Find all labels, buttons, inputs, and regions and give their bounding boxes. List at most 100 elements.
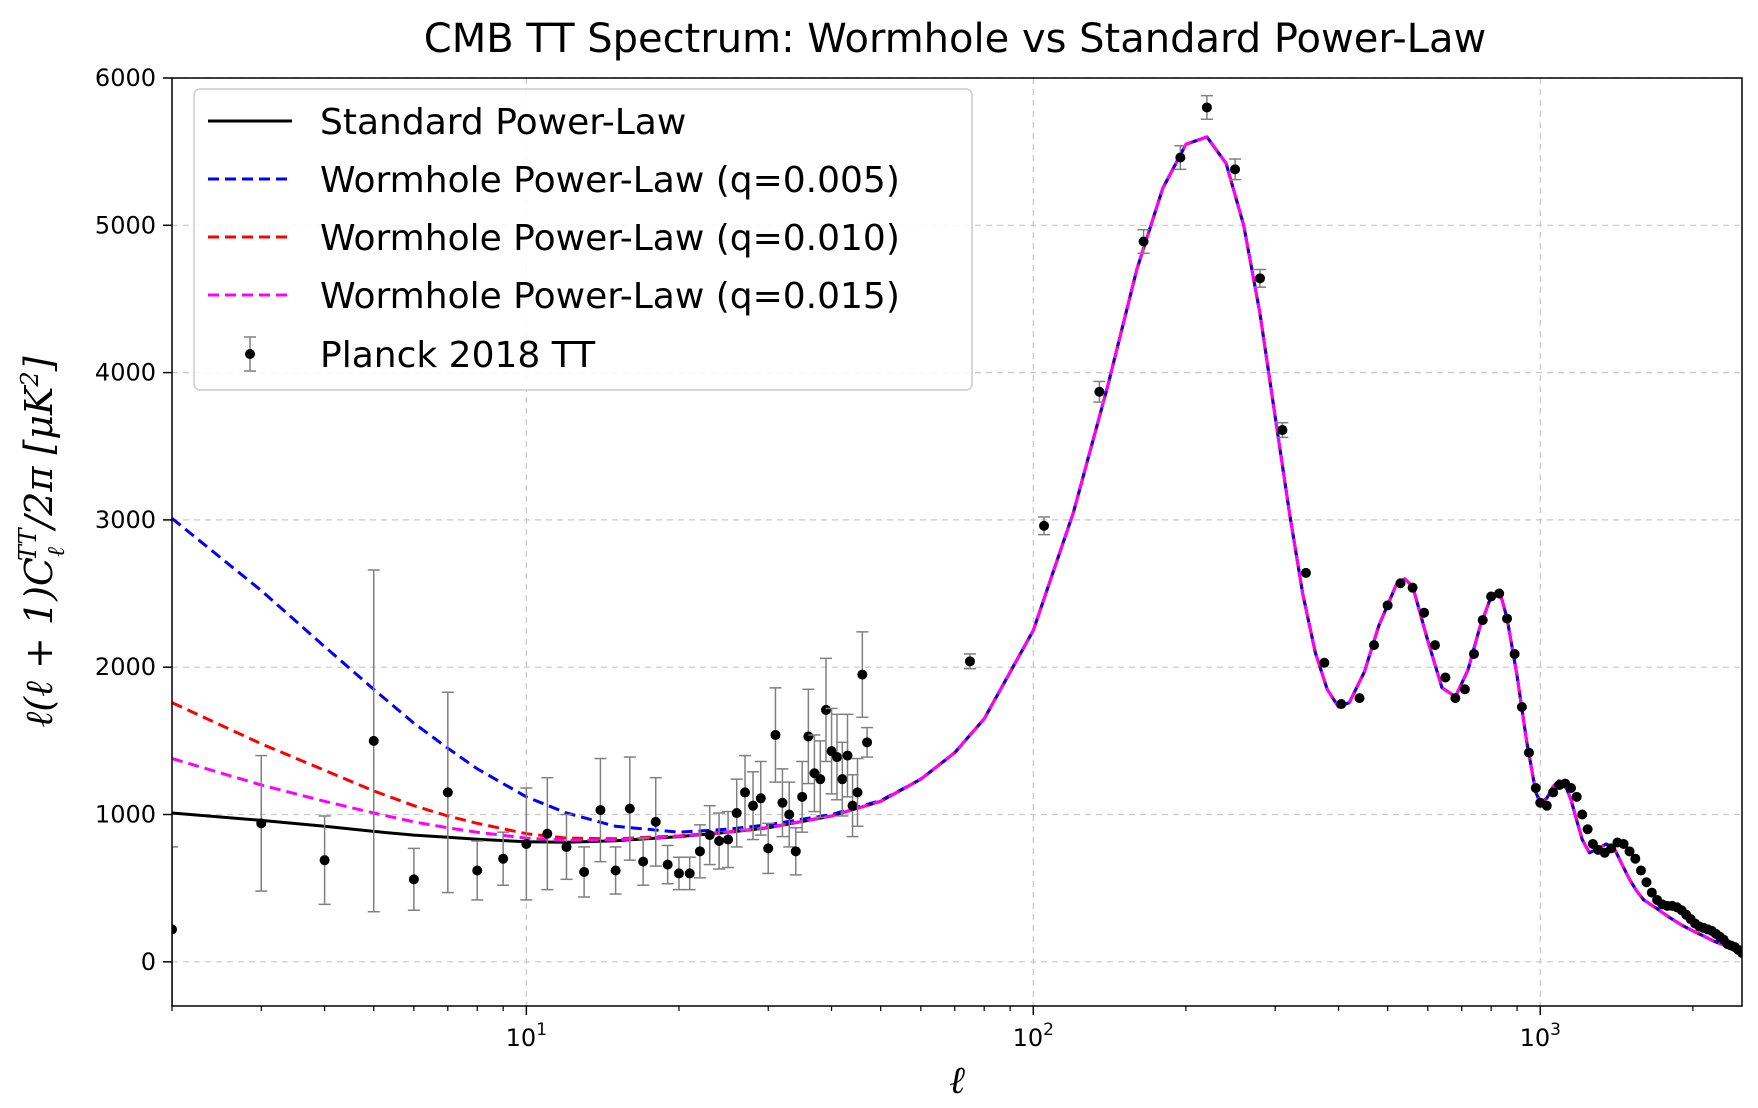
data-marker bbox=[1440, 672, 1451, 683]
data-point bbox=[1571, 791, 1582, 802]
data-point bbox=[1509, 648, 1520, 659]
data-marker bbox=[820, 704, 831, 715]
data-point bbox=[1229, 158, 1242, 181]
data-point bbox=[1319, 657, 1330, 668]
data-marker bbox=[1459, 684, 1470, 695]
data-point bbox=[1577, 809, 1588, 820]
data-point bbox=[1641, 877, 1652, 888]
y-tick-label: 6000 bbox=[95, 64, 156, 92]
data-point bbox=[1369, 640, 1380, 651]
data-point bbox=[796, 760, 809, 833]
data-point bbox=[783, 781, 796, 848]
data-point bbox=[1430, 640, 1441, 651]
data-point bbox=[1646, 887, 1657, 898]
data-point bbox=[637, 837, 650, 886]
data-point bbox=[802, 688, 815, 785]
legend-label: Wormhole Power-Law (q=0.010) bbox=[320, 218, 900, 259]
data-marker bbox=[723, 834, 734, 845]
data-marker bbox=[1477, 615, 1488, 626]
legend-marker bbox=[245, 349, 255, 359]
data-point bbox=[739, 754, 752, 830]
data-point bbox=[703, 804, 716, 866]
data-marker bbox=[442, 787, 453, 798]
x-axis-ticks: 101 102 103 bbox=[171, 1006, 1694, 1052]
data-point bbox=[407, 847, 420, 912]
data-point bbox=[578, 846, 591, 898]
data-marker bbox=[740, 787, 751, 798]
data-point bbox=[1468, 648, 1479, 659]
data-marker bbox=[472, 865, 483, 876]
data-marker bbox=[847, 800, 858, 811]
data-point bbox=[672, 856, 685, 891]
data-point bbox=[623, 756, 636, 861]
data-marker bbox=[1395, 578, 1406, 589]
data-marker bbox=[662, 859, 673, 870]
legend-label: Planck 2018 TT bbox=[320, 335, 596, 376]
data-point bbox=[1459, 684, 1470, 695]
data-marker bbox=[1138, 236, 1149, 247]
data-marker bbox=[797, 791, 808, 802]
data-marker bbox=[1618, 838, 1629, 849]
x-axis-label: ℓ bbox=[949, 1058, 965, 1102]
data-point bbox=[1093, 380, 1106, 403]
data-point bbox=[1440, 672, 1451, 683]
data-marker bbox=[790, 846, 801, 857]
data-marker bbox=[1566, 782, 1577, 793]
data-point bbox=[1624, 846, 1635, 857]
y-tick-label: 4000 bbox=[95, 359, 156, 387]
data-marker bbox=[521, 838, 532, 849]
legend-entry: Standard Power-Law bbox=[208, 102, 686, 143]
data-marker bbox=[731, 808, 742, 819]
data-marker bbox=[694, 846, 705, 857]
y-axis-label: ℓ(ℓ + 1)CℓTT/2π [μK2] bbox=[14, 356, 70, 727]
data-point bbox=[963, 653, 976, 670]
data-marker bbox=[1094, 386, 1105, 397]
data-point bbox=[754, 760, 767, 836]
data-point bbox=[1419, 607, 1430, 618]
data-marker bbox=[638, 856, 649, 867]
data-marker bbox=[1450, 693, 1461, 704]
data-marker bbox=[624, 803, 635, 814]
data-marker bbox=[1571, 791, 1582, 802]
data-marker bbox=[1502, 613, 1513, 624]
data-marker bbox=[595, 805, 606, 816]
data-point bbox=[1548, 787, 1559, 798]
data-point bbox=[1494, 588, 1505, 599]
data-marker bbox=[1630, 853, 1641, 864]
y-tick-label: 2000 bbox=[95, 653, 156, 681]
data-marker bbox=[256, 818, 267, 829]
data-point bbox=[1486, 591, 1497, 602]
data-point bbox=[1450, 693, 1461, 704]
data-point bbox=[609, 846, 622, 895]
data-point bbox=[769, 687, 782, 783]
data-marker bbox=[1319, 657, 1330, 668]
data-point bbox=[841, 713, 854, 798]
data-marker bbox=[862, 737, 873, 748]
data-marker bbox=[1541, 800, 1552, 811]
data-marker bbox=[704, 830, 715, 841]
y-tick-label: 3000 bbox=[95, 506, 156, 534]
plot-area bbox=[172, 94, 1742, 1006]
data-marker bbox=[408, 874, 419, 885]
data-point bbox=[594, 757, 607, 863]
data-point bbox=[1336, 699, 1347, 710]
data-point bbox=[1038, 516, 1051, 536]
data-point bbox=[846, 773, 859, 838]
data-marker bbox=[319, 855, 330, 866]
data-point bbox=[318, 815, 331, 906]
legend-label: Wormhole Power-Law (q=0.015) bbox=[320, 276, 900, 317]
data-point bbox=[172, 846, 178, 1006]
legend-label: Standard Power-Law bbox=[320, 102, 686, 143]
x-tick-label: 101 bbox=[506, 1020, 547, 1052]
data-marker bbox=[1523, 747, 1534, 758]
data-point bbox=[255, 754, 268, 892]
data-point bbox=[776, 768, 789, 838]
data-marker bbox=[1635, 865, 1646, 876]
data-point bbox=[808, 734, 821, 813]
data-point bbox=[1395, 578, 1406, 589]
data-marker bbox=[673, 868, 684, 879]
data-point bbox=[1354, 693, 1365, 704]
data-point bbox=[541, 776, 554, 891]
data-point bbox=[1382, 600, 1393, 611]
data-marker bbox=[842, 750, 853, 761]
